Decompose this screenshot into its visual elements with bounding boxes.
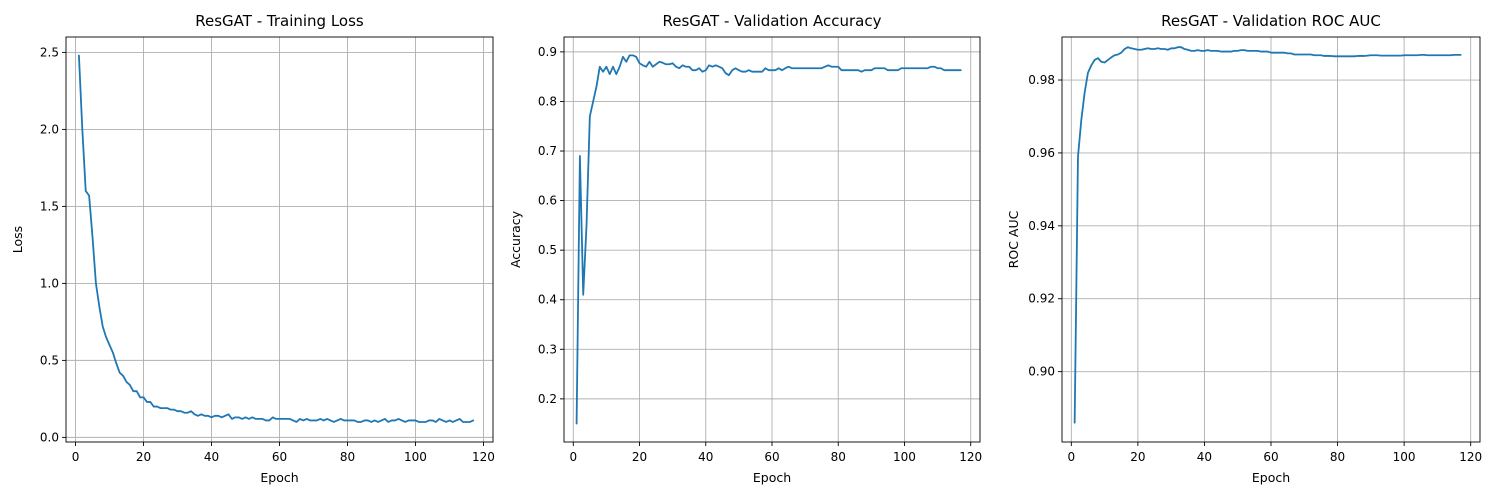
y-tick-label: 2.5 xyxy=(40,45,59,59)
grid xyxy=(66,37,493,442)
y-tick-label: 0.5 xyxy=(538,243,557,257)
x-axis-label: Epoch xyxy=(260,470,298,485)
panel-validation-accuracy: ResGAT - Validation Accuracy Epoch Accur… xyxy=(508,12,982,485)
grid xyxy=(564,37,980,442)
y-axis-label: ROC AUC xyxy=(1006,210,1021,268)
y-tick-label: 0.94 xyxy=(1028,219,1055,233)
y-tick-label: 0.9 xyxy=(538,45,557,59)
ticks: 0 20 40 60 80 100 120 0.0 0.5 1.0 1.5 2.0 2.5 xyxy=(40,45,495,464)
y-tick-label: 1.0 xyxy=(40,276,59,290)
chart-title: ResGAT - Validation ROC AUC xyxy=(1161,12,1381,30)
x-tick-label: 20 xyxy=(136,450,151,464)
y-tick-label: 0.8 xyxy=(538,94,557,108)
y-tick-label: 1.5 xyxy=(40,199,59,213)
y-tick-label: 0.4 xyxy=(538,293,557,307)
x-tick-label: 40 xyxy=(1197,450,1212,464)
chart-title: ResGAT - Training Loss xyxy=(195,12,364,30)
series-layer xyxy=(575,54,962,425)
x-tick-label: 100 xyxy=(404,450,427,464)
x-tick-label: 100 xyxy=(1393,450,1416,464)
x-tick-label: 60 xyxy=(764,450,779,464)
y-tick-label: 0.92 xyxy=(1028,292,1055,306)
x-tick-label: 40 xyxy=(204,450,219,464)
x-tick-label: 20 xyxy=(632,450,647,464)
x-tick-label: 80 xyxy=(1330,450,1345,464)
series-line xyxy=(1073,46,1462,424)
series-line xyxy=(575,54,962,425)
x-tick-label: 120 xyxy=(1459,450,1482,464)
y-tick-label: 0.7 xyxy=(538,144,557,158)
series-line xyxy=(78,54,475,423)
x-tick-label: 20 xyxy=(1130,450,1145,464)
y-tick-label: 2.0 xyxy=(40,122,59,136)
x-tick-label: 0 xyxy=(72,450,80,464)
axes-frame xyxy=(65,36,494,443)
x-tick-label: 80 xyxy=(831,450,846,464)
y-tick-label: 0.3 xyxy=(538,342,557,356)
panel-validation-roc-auc: ResGAT - Validation ROC AUC Epoch ROC AU… xyxy=(1006,12,1482,485)
y-tick-label: 0.98 xyxy=(1028,73,1055,87)
series-layer xyxy=(78,54,475,423)
ticks: 0 20 40 60 80 100 120 0.90 0.92 0.94 0.96 0.98 xyxy=(1028,73,1482,464)
axes-frame xyxy=(563,36,981,443)
chart-title: ResGAT - Validation Accuracy xyxy=(663,12,882,30)
x-tick-label: 80 xyxy=(340,450,355,464)
y-tick-label: 0.2 xyxy=(538,392,557,406)
x-axis-label: Epoch xyxy=(753,470,791,485)
ticks: 0 20 40 60 80 100 120 0.2 0.3 0.4 0.5 0.6 0.7 0.8 0.9 xyxy=(538,45,982,464)
x-tick-label: 40 xyxy=(698,450,713,464)
series-layer xyxy=(1073,46,1462,424)
x-tick-label: 0 xyxy=(569,450,577,464)
x-tick-label: 120 xyxy=(472,450,495,464)
x-tick-label: 60 xyxy=(1263,450,1278,464)
y-tick-label: 0.0 xyxy=(40,430,59,444)
x-axis-label: Epoch xyxy=(1252,470,1290,485)
panel-training-loss: ResGAT - Training Loss Epoch Loss 0 20 40 6… xyxy=(10,12,495,485)
y-tick-label: 0.96 xyxy=(1028,146,1055,160)
grid xyxy=(1062,37,1480,442)
y-axis-label: Accuracy xyxy=(508,210,523,268)
x-tick-label: 0 xyxy=(1067,450,1075,464)
axes-frame xyxy=(1061,36,1481,443)
y-tick-label: 0.5 xyxy=(40,353,59,367)
x-tick-label: 100 xyxy=(893,450,916,464)
y-tick-label: 0.90 xyxy=(1028,365,1055,379)
y-tick-label: 0.6 xyxy=(538,194,557,208)
x-tick-label: 60 xyxy=(272,450,287,464)
x-tick-label: 120 xyxy=(959,450,982,464)
y-axis-label: Loss xyxy=(10,226,25,253)
